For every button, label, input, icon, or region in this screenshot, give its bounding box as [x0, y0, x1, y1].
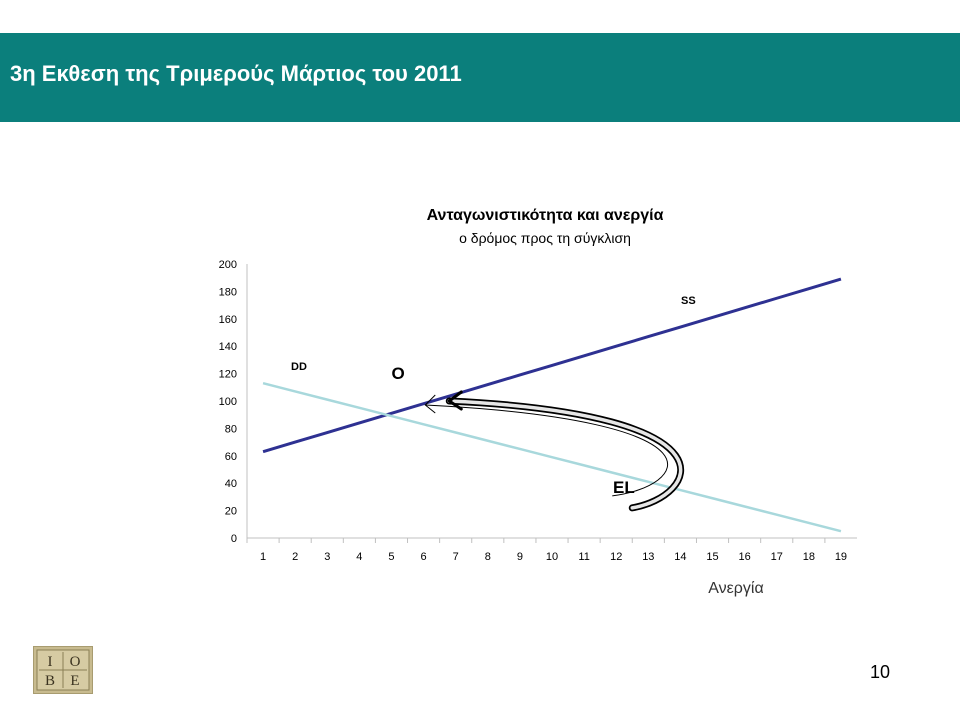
- annotation-el: EL: [613, 478, 635, 497]
- x-tick-label: 2: [292, 551, 298, 563]
- chart-annotations: O EL: [391, 364, 634, 497]
- series-label-dd: DD: [291, 361, 307, 373]
- chart-subtitle: ο δρόμος προς τη σύγκλιση: [459, 230, 631, 246]
- arrow-head-thin: [424, 394, 436, 414]
- x-tick-label: 15: [706, 551, 718, 563]
- x-tick-label: 5: [388, 551, 394, 563]
- y-tick-label: 200: [219, 259, 237, 271]
- arrow-head: [447, 390, 463, 411]
- y-axis-ticks: 0 20 40 60 80 100 120 140 160 180 200: [219, 259, 237, 545]
- series-line-dd: [262, 381, 842, 533]
- chart-title: Ανταγωνιστικότητα και ανεργία: [426, 207, 664, 224]
- x-tick-label: 1: [260, 551, 266, 563]
- x-tick-label: 19: [835, 551, 847, 563]
- x-tick-label: 16: [739, 551, 751, 563]
- x-tick-label: 7: [453, 551, 459, 563]
- y-tick-label: 160: [219, 314, 237, 326]
- series-label-ss: SS: [681, 295, 696, 307]
- x-tick-label: 13: [642, 551, 654, 563]
- page-number: 10: [870, 662, 891, 682]
- series-lines: [262, 277, 842, 533]
- svg-text:B: B: [45, 673, 55, 689]
- x-tick-label: 18: [803, 551, 815, 563]
- x-tick-label: 10: [546, 551, 558, 563]
- svg-text:O: O: [70, 654, 81, 670]
- slide-title: 3η Εκθεση της Τριμερούς Μάρτιος του 2011: [10, 61, 462, 86]
- y-tick-label: 180: [219, 286, 237, 298]
- x-axis-ticks: 1 2 3 4 5 6 7 8 9 10 11 12 13 14 15 16 17 18 19: [246, 538, 847, 563]
- y-tick-label: 0: [231, 533, 237, 545]
- x-tick-label: 4: [356, 551, 362, 563]
- y-tick-label: 100: [219, 396, 237, 408]
- x-tick-label: 3: [324, 551, 330, 563]
- x-tick-label: 9: [517, 551, 523, 563]
- x-tick-label: 17: [771, 551, 783, 563]
- annotation-o: O: [391, 364, 404, 383]
- series-labels: SS DD: [291, 295, 696, 373]
- arrow-inner-line: [425, 404, 669, 497]
- series-line-ss: [262, 277, 842, 454]
- y-tick-label: 40: [225, 478, 237, 490]
- x-tick-label: 12: [610, 551, 622, 563]
- x-tick-label: 6: [421, 551, 427, 563]
- y-tick-label: 120: [219, 369, 237, 381]
- x-tick-label: 14: [674, 551, 686, 563]
- y-tick-label: 140: [219, 341, 237, 353]
- y-tick-label: 60: [225, 451, 237, 463]
- y-tick-label: 20: [225, 506, 237, 518]
- svg-text:I: I: [48, 654, 53, 670]
- arrow-body-fill: [447, 399, 683, 510]
- svg-text:E: E: [70, 673, 79, 689]
- header-band: 3η Εκθεση της Τριμερούς Μάρτιος του 2011: [0, 33, 960, 122]
- adjustment-path-arrow: [424, 390, 685, 512]
- arrow-body-outline: [445, 397, 685, 512]
- y-tick-label: 80: [225, 423, 237, 435]
- x-tick-label: 8: [485, 551, 491, 563]
- iobe-logo: I O B E: [33, 646, 93, 694]
- x-axis-label: Ανεργία: [708, 580, 763, 597]
- x-tick-label: 11: [578, 551, 589, 563]
